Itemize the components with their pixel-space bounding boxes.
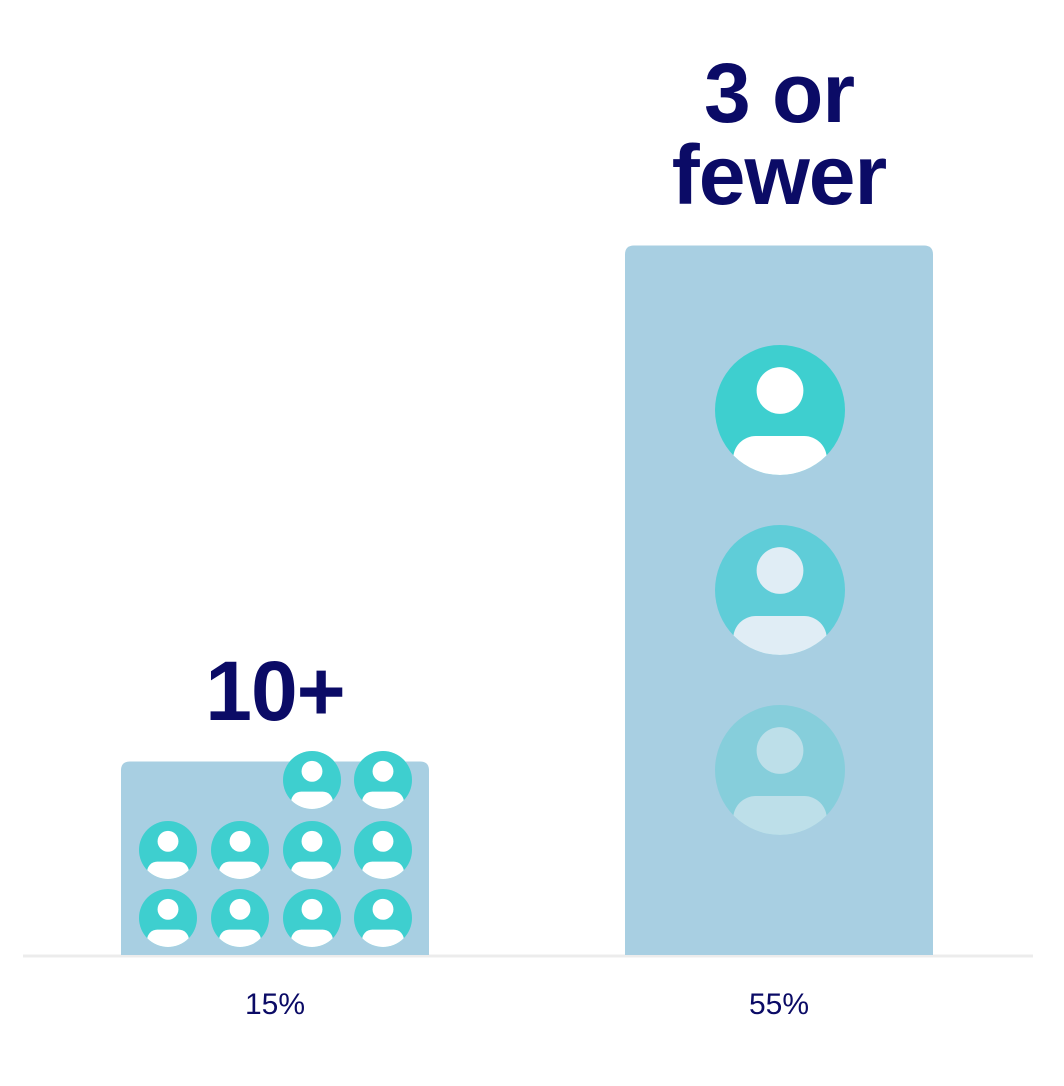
category-label: 3 or fewer (671, 45, 887, 222)
value-label: 55% (748, 988, 810, 1021)
value-label: 15% (244, 988, 306, 1021)
category-label: 10+ (205, 643, 346, 738)
bar (121, 761, 429, 955)
